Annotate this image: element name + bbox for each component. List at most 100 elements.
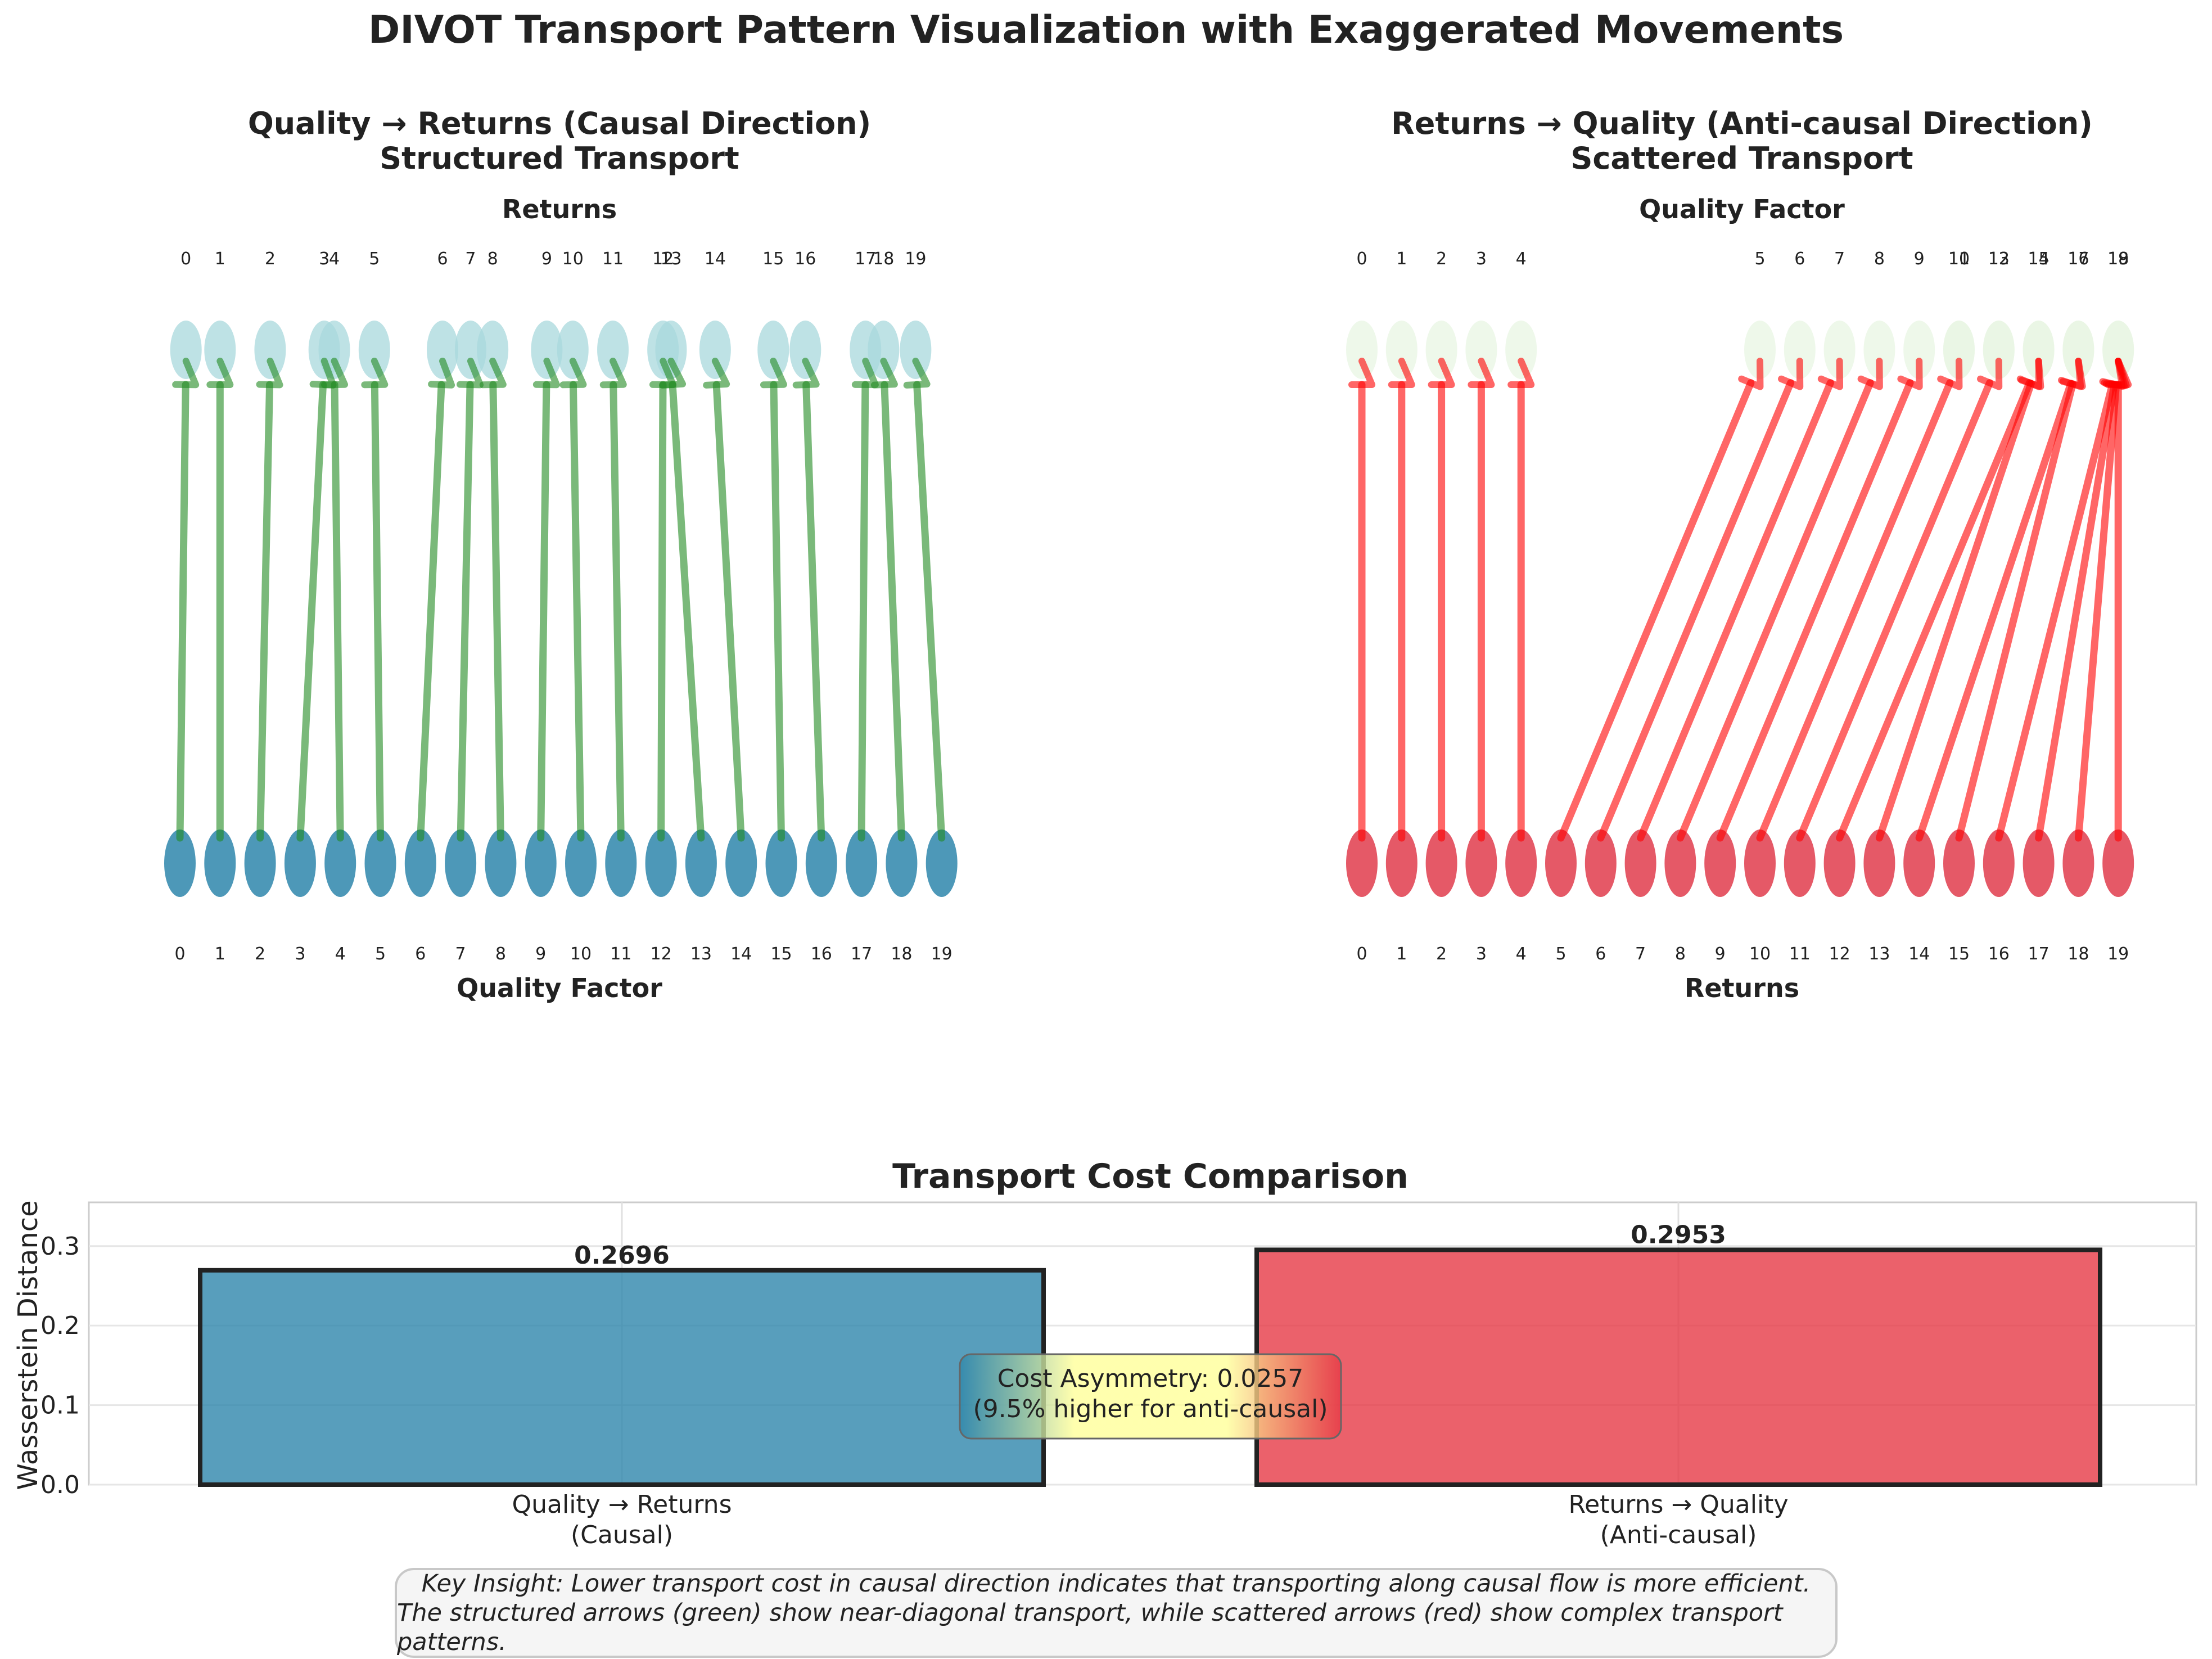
causal-target-index: 0: [180, 249, 191, 269]
causal-target-index: 19: [905, 249, 926, 269]
x-tick-label: Returns → Quality: [1569, 1490, 1789, 1519]
causal-source-point: [805, 830, 837, 897]
anticausal-transport-arrow: [1388, 358, 1415, 842]
causal-target-point: [170, 321, 202, 379]
anticausal-target-index: 6: [1794, 249, 1805, 269]
causal-transport-arrow: [457, 358, 484, 842]
insight-line2: The structured arrows (green) show near-…: [397, 1599, 1783, 1656]
causal-target-index: 15: [762, 249, 784, 269]
anticausal-source-point: [1943, 830, 1975, 897]
anticausal-target-point: [1346, 321, 1378, 379]
anticausal-source-index: 17: [2028, 944, 2050, 964]
causal-source-index: 15: [770, 944, 792, 964]
causal-source-index: 3: [295, 944, 305, 964]
anticausal-source-point: [1425, 830, 1457, 897]
causal-source-point: [685, 830, 717, 897]
anticausal-source-index: 1: [1396, 944, 1407, 964]
anticausal-source-point: [1545, 830, 1577, 897]
bar-chart-title: Transport Cost Comparison: [892, 1157, 1409, 1196]
causal-source-point: [846, 830, 878, 897]
annotation-line2: (9.5% higher for anti-causal): [973, 1395, 1328, 1423]
causal-target-index: 2: [265, 249, 276, 269]
anticausal-target-point: [1425, 321, 1457, 379]
anticausal-source-point: [1983, 830, 2015, 897]
anticausal-transport-arrow: [1875, 358, 2044, 842]
causal-target-point: [789, 321, 821, 379]
y-tick-label: 0.2: [40, 1311, 80, 1340]
causal-target-point: [699, 321, 731, 379]
anticausal-source-point: [2102, 830, 2134, 897]
anticausal-target-index: 11: [1948, 249, 1970, 269]
bar: [198, 1268, 1046, 1487]
anticausal-source-index: 11: [1789, 944, 1811, 964]
causal-target-index: 1: [215, 249, 225, 269]
anticausal-source-point: [1584, 830, 1617, 897]
anticausal-target-index: 18: [2107, 249, 2129, 269]
causal-source-index: 16: [811, 944, 832, 964]
causal-source-point: [404, 830, 436, 897]
anticausal-source-point: [1744, 830, 1776, 897]
causal-target-point: [531, 321, 563, 379]
causal-source-index: 17: [851, 944, 872, 964]
anticausal-source-index: 8: [1675, 944, 1686, 964]
anticausal-target-point: [1465, 321, 1497, 379]
causal-source-index: 19: [931, 944, 952, 964]
anticausal-transport-panel: Returns → Quality (Anti-causal Direction…: [1346, 106, 2134, 1003]
causal-transport-arrow: [649, 358, 676, 842]
anticausal-source-point: [2023, 830, 2055, 897]
y-tick-label: 0.0: [40, 1471, 80, 1499]
causal-source-point: [765, 830, 797, 897]
anticausal-bottom-axis-label: Returns: [1685, 973, 1799, 1003]
anticausal-target-index: 14: [2028, 249, 2050, 269]
causal-target-index: 9: [541, 249, 552, 269]
causal-source-point: [605, 830, 637, 897]
causal-source-index: 6: [415, 944, 426, 964]
anticausal-target-point: [1903, 321, 1935, 379]
causal-transport-arrow: [703, 358, 745, 842]
anticausal-target-point: [2102, 321, 2134, 379]
anticausal-source-point: [1346, 830, 1378, 897]
x-tick-label-sub: (Causal): [571, 1521, 673, 1549]
key-insight-box: Key Insight: Lower transport cost in cau…: [395, 1568, 1838, 1658]
anticausal-transport-arrow: [1796, 358, 2003, 842]
causal-source-point: [525, 830, 557, 897]
causal-source-index: 18: [891, 944, 912, 964]
anticausal-target-point: [2023, 321, 2055, 379]
causal-source-index: 11: [610, 944, 631, 964]
causal-source-point: [204, 830, 236, 897]
causal-top-axis-label: Returns: [502, 194, 617, 224]
causal-target-point: [358, 321, 390, 379]
x-tick-label-sub: (Anti-causal): [1600, 1521, 1757, 1549]
causal-transport-arrow: [599, 358, 627, 842]
causal-source-index: 7: [455, 944, 466, 964]
causal-target-point: [597, 321, 629, 379]
annotation-line1: Cost Asymmetry: 0.0257: [997, 1364, 1304, 1393]
anticausal-transport-arrow: [1716, 358, 1923, 842]
causal-source-index: 9: [535, 944, 546, 964]
anticausal-source-point: [1823, 830, 1856, 897]
figure-title: DIVOT Transport Pattern Visualization wi…: [368, 8, 1844, 52]
causal-transport-arrow: [659, 358, 705, 842]
anticausal-source-point: [1903, 830, 1935, 897]
anticausal-transport-arrow: [1836, 358, 2043, 842]
anticausal-source-index: 3: [1476, 944, 1487, 964]
anticausal-source-point: [1505, 830, 1537, 897]
causal-source-point: [364, 830, 396, 897]
anticausal-target-index: 12: [1988, 249, 2010, 269]
anticausal-panel-title-line1: Returns → Quality (Anti-causal Direction…: [1391, 106, 2093, 141]
causal-transport-arrow: [903, 358, 946, 842]
causal-transport-arrow: [851, 358, 879, 842]
causal-target-point: [427, 321, 459, 379]
bar-value-label: 0.2953: [1631, 1220, 1726, 1249]
causal-target-point: [254, 321, 286, 379]
bar-marks: 0.2696 0.2953: [198, 1220, 2102, 1487]
causal-target-index: 13: [660, 249, 681, 269]
anticausal-transport-arrow: [2105, 358, 2132, 842]
causal-target-point: [318, 321, 350, 379]
anticausal-target-index: 10: [1948, 249, 1970, 269]
causal-transport-arrow: [792, 358, 825, 842]
anticausal-source-point: [1465, 830, 1497, 897]
anticausal-target-point: [1505, 321, 1537, 379]
anticausal-target-index: 17: [2067, 249, 2089, 269]
causal-source-index: 5: [375, 944, 386, 964]
